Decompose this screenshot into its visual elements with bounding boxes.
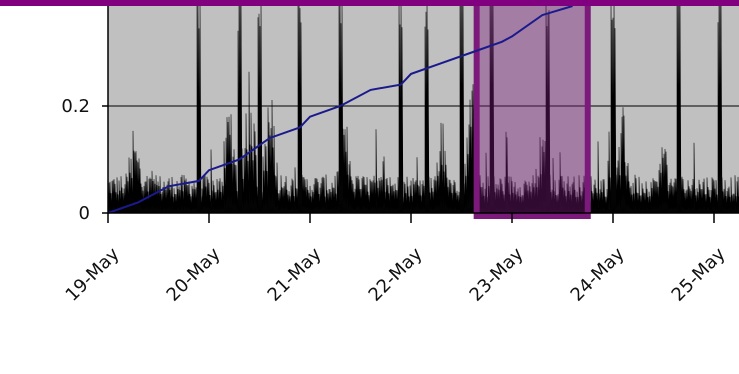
y-tick-label: 0	[79, 203, 90, 224]
spike-area	[107, 0, 739, 214]
cumulative-line	[107, 5, 573, 214]
highlight-region	[473, 0, 591, 219]
x-tick-label: 25-May	[668, 243, 730, 305]
x-tick-label: 21-May	[264, 243, 326, 305]
x-tick-label: 22-May	[365, 243, 427, 305]
x-tick-label: 19-May	[62, 243, 124, 305]
y-tick-label: 0.2	[61, 96, 90, 117]
x-tick-label: 23-May	[466, 243, 528, 305]
highlight-fill	[476, 0, 588, 213]
x-tick-label: 24-May	[567, 243, 629, 305]
spike-series	[107, 0, 739, 214]
x-axis-ticks: 19-May 20-May 21-May 22-May 23-May 24-May 25-M…	[62, 213, 730, 306]
y-axis-ticks: 00.20.4	[61, 0, 108, 224]
x-tick-label: 20-May	[163, 243, 225, 305]
top-border	[0, 0, 739, 6]
